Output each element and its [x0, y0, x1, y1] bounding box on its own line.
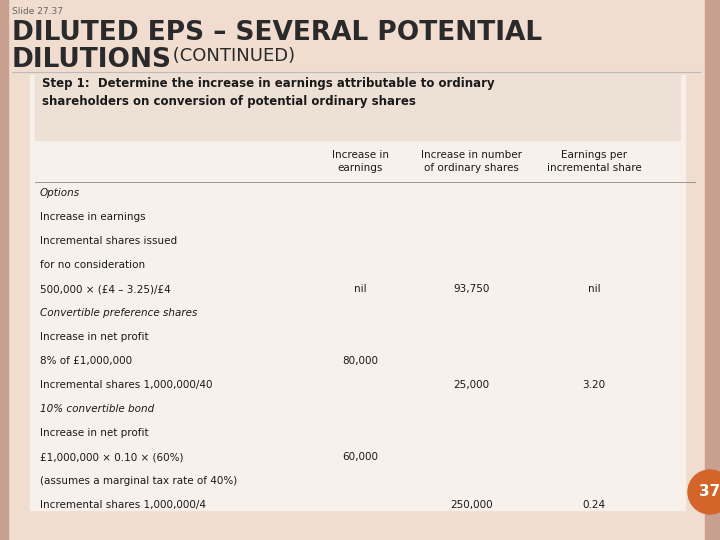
Text: Incremental shares issued: Incremental shares issued — [40, 236, 177, 246]
Bar — [0, 0, 8, 540]
Text: 37: 37 — [699, 483, 720, 498]
Text: for no consideration: for no consideration — [40, 260, 145, 270]
Text: (CONTINUED): (CONTINUED) — [167, 47, 295, 65]
Text: 25,000: 25,000 — [454, 380, 490, 390]
Text: DILUTIONS: DILUTIONS — [12, 47, 172, 73]
Text: 0.24: 0.24 — [582, 500, 606, 510]
Text: 80,000: 80,000 — [342, 356, 378, 366]
Text: Increase in
earnings: Increase in earnings — [331, 150, 389, 173]
Text: Earnings per
incremental share: Earnings per incremental share — [546, 150, 642, 173]
Text: Incremental shares 1,000,000/40: Incremental shares 1,000,000/40 — [40, 380, 212, 390]
Bar — [35, 72, 680, 140]
Text: 60,000: 60,000 — [342, 452, 378, 462]
Bar — [30, 75, 685, 510]
Text: Options: Options — [40, 188, 80, 198]
Text: 500,000 × (£4 – 3.25)/£4: 500,000 × (£4 – 3.25)/£4 — [40, 284, 171, 294]
Text: Increase in earnings: Increase in earnings — [40, 212, 145, 222]
Bar — [705, 0, 720, 540]
Text: Convertible preference shares: Convertible preference shares — [40, 308, 197, 318]
Text: nil: nil — [354, 284, 366, 294]
Text: 8% of £1,000,000: 8% of £1,000,000 — [40, 356, 132, 366]
Text: Increase in number
of ordinary shares: Increase in number of ordinary shares — [421, 150, 522, 173]
Text: Incremental shares 1,000,000/4: Incremental shares 1,000,000/4 — [40, 500, 206, 510]
Text: Slide 27.37: Slide 27.37 — [12, 7, 63, 16]
Text: (assumes a marginal tax rate of 40%): (assumes a marginal tax rate of 40%) — [40, 476, 238, 486]
Text: £1,000,000 × 0.10 × (60%): £1,000,000 × 0.10 × (60%) — [40, 452, 184, 462]
Text: 250,000: 250,000 — [450, 500, 493, 510]
Circle shape — [688, 470, 720, 514]
Text: DILUTED EPS – SEVERAL POTENTIAL: DILUTED EPS – SEVERAL POTENTIAL — [12, 20, 542, 46]
Text: Increase in net profit: Increase in net profit — [40, 332, 148, 342]
Text: nil: nil — [588, 284, 600, 294]
Text: Step 1:  Determine the increase in earnings attributable to ordinary
shareholder: Step 1: Determine the increase in earnin… — [42, 77, 495, 108]
Text: Increase in net profit: Increase in net profit — [40, 428, 148, 438]
Text: 93,750: 93,750 — [454, 284, 490, 294]
Text: 3.20: 3.20 — [582, 380, 606, 390]
Text: 10% convertible bond: 10% convertible bond — [40, 404, 154, 414]
